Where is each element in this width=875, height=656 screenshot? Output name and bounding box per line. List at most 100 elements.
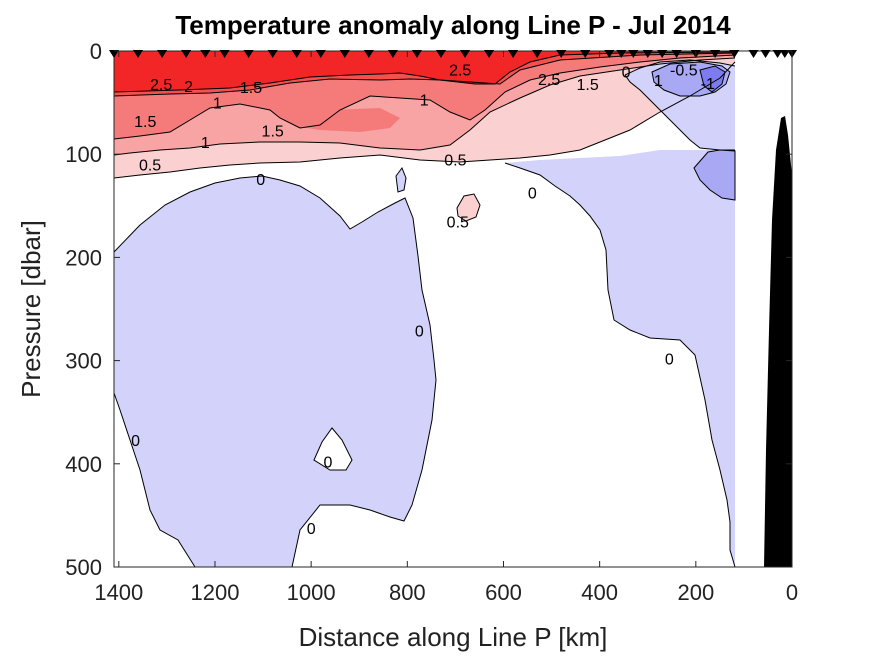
contour-line-sliver [395,166,407,193]
contour-label: 1.5 [134,114,156,131]
contour-label: 0.5 [139,158,161,175]
contour-line-0-5-blob [456,193,481,222]
band-neg-right [505,150,735,567]
station-marker [748,50,759,58]
x-tick-label: 0 [786,580,798,605]
contour-label: -0.5 [670,63,698,80]
y-tick-label: 0 [90,39,102,64]
contour-line-2-5 [113,51,736,93]
station-marker [580,50,591,58]
plot-frame [113,50,793,568]
station-marker [642,50,653,58]
contour-labels: 2.5 2.5 2 1.5 1 2.5 1.5 1 1 1.5 1.5 1 0.5 0.5 0 0 0.5 0 -0… [131,63,715,538]
contour-label: 1 [213,96,222,113]
band-neg-left [114,176,436,567]
contour-label: -1 [701,76,715,93]
station-marker [219,50,230,58]
station-marker [710,50,721,58]
station-marker [556,50,567,58]
station-marker [291,50,302,58]
contour-label: 1.5 [262,123,284,140]
contour-label: 1 [654,73,663,90]
contour-label: 0 [131,433,140,450]
station-marker [157,50,168,58]
x-tick-label: 400 [581,580,618,605]
station-marker [484,50,495,58]
band-neg-left-hole [314,428,352,470]
contour-label: 0.5 [444,152,466,169]
contour-fills [114,51,735,567]
contour-line-1 [113,57,736,156]
x-tick-label: 600 [485,580,522,605]
x-tick-label: 1200 [191,580,240,605]
contour-label: 2 [184,79,193,96]
station-marker [133,50,144,58]
band-neg-deep-right [694,150,735,200]
station-marker [363,50,374,58]
y-tick-label: 500 [65,555,102,580]
contour-label: 0 [665,352,674,369]
contour-label: 0.5 [447,214,469,231]
band-le-neg-1 [700,66,725,92]
station-marker [181,50,192,58]
x-tick-label: 200 [677,580,714,605]
contour-line-0-hole [313,427,353,471]
x-tick-label: 1000 [287,580,336,605]
station-marker [460,50,471,58]
contour-label: 0 [622,65,631,82]
x-tick-label: 1400 [94,580,143,605]
contour-line-1-5 [113,54,736,140]
bathymetry [764,116,792,567]
station-marker [243,50,254,58]
contour-label: 0 [324,455,333,472]
band-0-5-blob [457,194,480,221]
contour-label: 2.5 [449,63,471,80]
contour-line-neg-0-5 [651,61,731,97]
band-1-5-inner [290,108,400,132]
contour-label: 0 [256,172,265,189]
band-neg-sliver [396,168,406,192]
station-marker [628,50,639,58]
contour-line-neg-1 [699,65,726,93]
contour-label: 1 [420,93,429,110]
station-marker [729,50,740,58]
y-tick-label: 100 [65,142,102,167]
y-tick-label: 200 [65,245,102,270]
y-tick-label: 300 [65,349,102,374]
station-marker [616,50,627,58]
station-marker [411,50,422,58]
contour-line-0-left-bottom [113,392,196,568]
y-tick-label: 400 [65,452,102,477]
contour-line-0-top-right [624,59,736,76]
station-marker [339,50,350,58]
x-tick-label: 800 [389,580,426,605]
contour-label: 1.5 [240,80,262,97]
contour-label: 2.5 [538,72,560,89]
y-axis-label: Pressure [dbar] [16,220,46,398]
contour-label: 0 [528,185,537,202]
station-marker [779,50,790,58]
station-marker [267,50,278,58]
x-axis-label: Distance along Line P [km] [299,622,608,652]
station-marker [109,50,119,58]
contour-label: 1.5 [577,77,599,94]
x-ticks: 1400 1200 1000 800 600 400 200 0 [94,51,798,605]
station-marker [315,50,326,58]
station-marker [604,50,615,58]
band-ge-2-5 [114,51,735,92]
contour-label: 2.5 [150,77,172,94]
chart-title: Temperature anomaly along Line P - Jul 2… [175,10,731,40]
contour-label: 1 [201,135,210,152]
station-marker [508,50,519,58]
station-marker [200,50,211,58]
station-marker [760,50,771,58]
station-marker [532,50,543,58]
contour-line-neg-deep [693,149,736,201]
contour-label: 0 [415,324,424,341]
station-marker [435,50,446,58]
station-marker [387,50,398,58]
contour-line-2 [113,52,736,97]
station-marker [657,50,668,58]
